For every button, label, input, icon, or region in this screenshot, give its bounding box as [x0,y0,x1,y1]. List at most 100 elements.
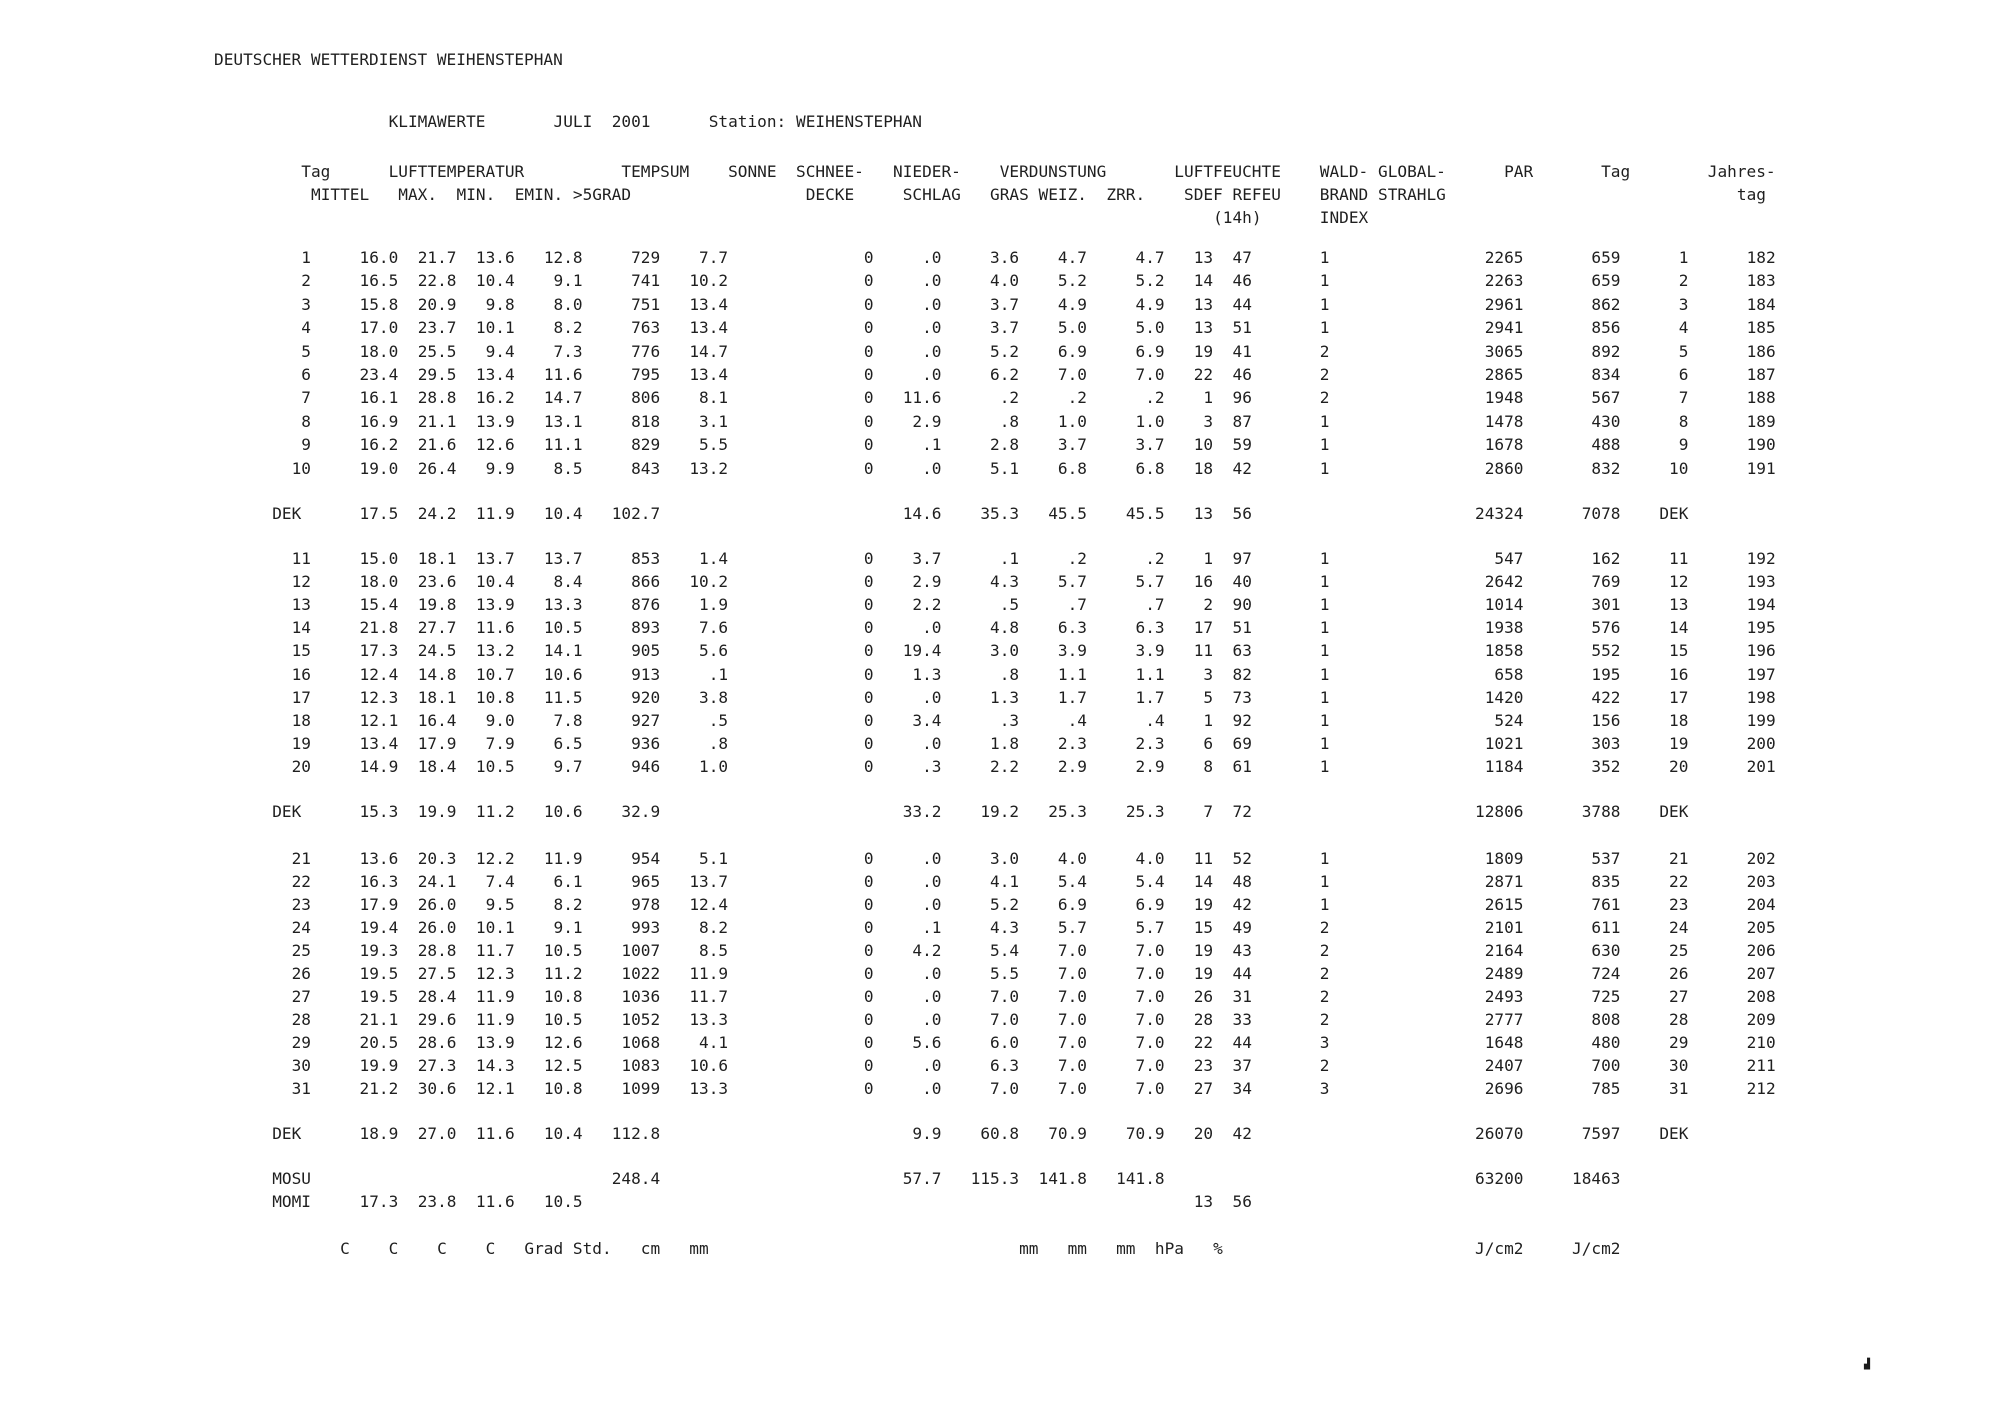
cell-sdef: 13 [1193,503,1214,523]
cell-globalstrahlung: 2777 [1484,1009,1524,1029]
cell-tag_repeat: 2 [1678,271,1689,291]
col-header-gras: GRAS [990,185,1029,204]
cell-emin: 8.4 [553,571,583,591]
table-row-day: 26 19.5 27.5 12.3 11.2 1022 11.9 0 .0 5.5 7.0 7.0 19… [0,962,2000,985]
cell-niederschlag: .0 [922,963,942,983]
cell-tag_repeat: 5 [1678,341,1689,361]
cell-mittel: 13.4 [359,734,399,754]
cell-par: 156 [1591,710,1621,730]
cell-refeu: 46 [1232,271,1252,291]
cell-max: 16.4 [417,710,457,730]
cell-min: 11.2 [475,802,515,821]
cell-par: 835 [1591,871,1621,891]
cell-waldbrand_index: 1 [1319,318,1330,338]
cell-mittel: 21.1 [359,1009,399,1029]
cell-refeu: 49 [1232,917,1252,937]
cell-globalstrahlung: 1938 [1484,618,1524,638]
cell-max: 28.6 [417,1032,457,1052]
cell-tempsum_5grad: 993 [631,917,661,937]
cell-refeu: 37 [1232,1055,1252,1075]
cell-waldbrand_index: 1 [1319,271,1330,291]
cell-schneedecke: 0 [863,848,874,868]
cell-tag: 2 [301,271,311,291]
cell-tag_repeat: 6 [1678,365,1689,384]
cell-tag_repeat: 18 [1669,710,1689,730]
cell-emin: 10.8 [543,1078,583,1098]
cell-tag: 30 [291,1055,311,1075]
cell-verdunstung_weiz: 7.0 [1057,365,1087,384]
cell-verdunstung_weiz: 6.8 [1057,458,1087,478]
cell-jahrestag: 196 [1746,641,1776,661]
cell-tag_repeat: DEK [1659,802,1689,821]
cell-niederschlag: 57.7 [902,1168,942,1188]
cell-par: 808 [1591,1009,1621,1029]
cell-sdef: 27 [1193,1078,1214,1098]
cell-min: 14.3 [475,1055,515,1075]
col-header-tempsum: TEMPSUM [621,162,690,181]
cell-tag_repeat: 7 [1678,388,1689,408]
cell-sonne: 8.2 [699,917,729,937]
cell-verdunstung_gras: .8 [999,411,1020,431]
cell-mittel: 17.9 [359,894,399,914]
cell-mittel: 16.0 [359,248,399,267]
cell-verdunstung_zrr: 7.0 [1135,1032,1165,1052]
cell-refeu: 90 [1232,594,1252,614]
table-row-day: 29 20.5 28.6 13.9 12.6 1068 4.1 0 5.6 6.0 7.0 7.0 22… [0,1031,2000,1054]
cell-verdunstung_gras: 3.7 [990,318,1020,338]
cell-verdunstung_zrr: 2.3 [1135,734,1165,754]
cell-tempsum_5grad: 843 [631,458,661,478]
cell-waldbrand_index: 2 [1319,940,1330,960]
cell-verdunstung_weiz: 141.8 [1038,1168,1087,1188]
cell-jahrestag: 186 [1746,341,1776,361]
cell-emin: 11.9 [543,848,583,868]
unit-label: C [340,1238,350,1258]
col-header-tag: Tag [301,162,331,181]
cell-max: 30.6 [417,1078,457,1098]
cell-verdunstung_gras: 19.2 [980,802,1020,821]
cell-min: 10.7 [475,664,515,684]
cell-tag: MOSU [272,1168,311,1188]
cell-tag: 8 [301,411,311,431]
cell-verdunstung_zrr: 5.7 [1135,917,1165,937]
cell-min: 11.9 [475,986,515,1006]
cell-tag_repeat: 28 [1669,1009,1689,1029]
col-header-niederschlag: NIEDER- [893,162,961,181]
cell-verdunstung_zrr: 7.0 [1135,365,1165,384]
cell-verdunstung_weiz: 3.7 [1057,435,1087,455]
cell-verdunstung_weiz: 7.0 [1057,1078,1087,1098]
cell-max: 27.0 [417,1123,457,1143]
cell-par: 537 [1591,848,1621,868]
cell-sonne: 14.7 [689,341,729,361]
cell-verdunstung_weiz: .2 [1067,548,1087,568]
cell-min: 11.6 [475,1191,515,1211]
cell-emin: 6.5 [553,734,583,754]
col-header-mittel: MITTEL [311,185,370,204]
cell-globalstrahlung: 2865 [1484,365,1524,384]
col-header-par: PAR [1504,162,1534,181]
title-line: KLIMAWERTE JULI 2001 Station: WEIHENSTEP… [0,110,2000,133]
cell-schneedecke: 0 [863,1078,874,1098]
cell-mittel: 13.6 [359,848,399,868]
table-row-day: 12 18.0 23.6 10.4 8.4 866 10.2 0 2.9 4.3 5.7 5.7 16 4… [0,570,2000,593]
cell-mittel: 20.5 [359,1032,399,1052]
cell-sdef: 22 [1193,1032,1214,1052]
cell-verdunstung_weiz: 4.9 [1057,294,1087,314]
cell-min: 9.8 [485,294,515,314]
cell-niederschlag: .0 [922,365,942,384]
cell-waldbrand_index: 2 [1319,388,1330,408]
cell-niederschlag: .0 [922,294,942,314]
table-row-dek: DEK 17.5 24.2 11.9 10.4 102.7 14.6 35.3 45.5 45.5… [0,502,2000,525]
cell-tempsum_5grad: 978 [631,894,661,914]
cell-tag_repeat: 12 [1669,571,1689,591]
cell-tag_repeat: 17 [1669,687,1689,707]
cell-jahrestag: 182 [1746,248,1776,267]
cell-max: 19.8 [417,594,457,614]
cell-jahrestag: 185 [1746,318,1776,338]
cell-tag: 10 [291,458,311,478]
cell-niederschlag: .0 [922,341,942,361]
cell-verdunstung_gras: 1.3 [990,687,1020,707]
cell-tempsum_5grad: 729 [631,248,661,267]
cell-mittel: 19.3 [359,940,399,960]
cell-globalstrahlung: 524 [1494,710,1524,730]
cell-verdunstung_zrr: 1.0 [1135,411,1165,431]
